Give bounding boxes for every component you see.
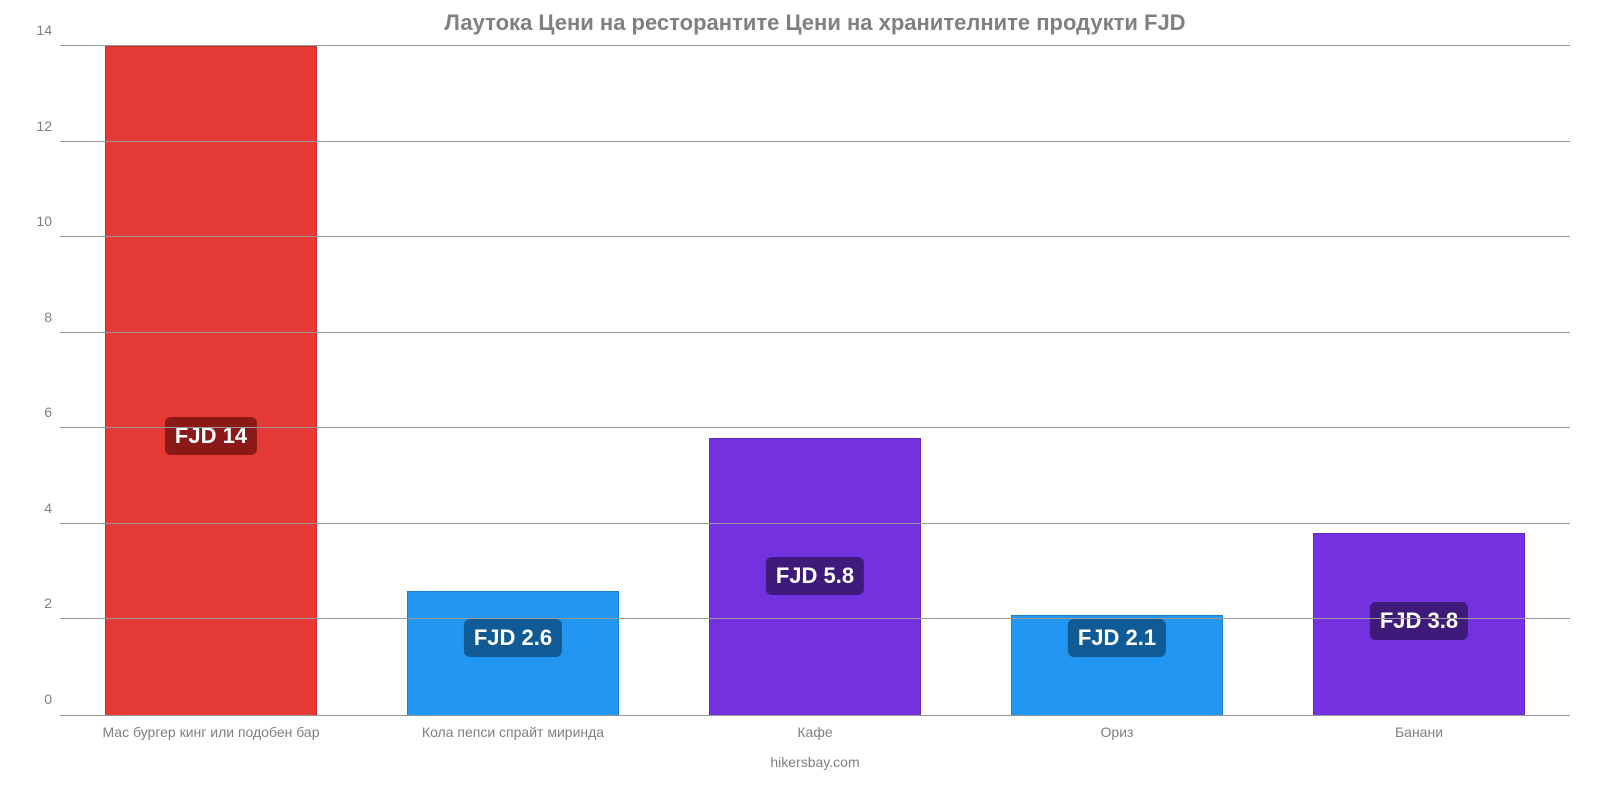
y-tick-label: 10 (36, 213, 52, 229)
y-tick-label: 2 (44, 595, 52, 611)
chart-title: Лаутока Цени на ресторантите Цени на хра… (60, 10, 1570, 36)
bar-slot: FJD 14 (60, 46, 362, 715)
gridline (60, 141, 1570, 142)
x-axis-labels: Мас бургер кинг или подобен барКола пепс… (60, 724, 1570, 740)
y-tick-label: 4 (44, 500, 52, 516)
y-tick-label: 8 (44, 309, 52, 325)
bar-value-label: FJD 5.8 (766, 557, 864, 595)
gridline (60, 523, 1570, 524)
bar-value-label: FJD 3.8 (1370, 602, 1468, 640)
x-tick-label: Банани (1268, 724, 1570, 740)
chart-footer: hikersbay.com (60, 754, 1570, 770)
plot-area: FJD 14FJD 2.6FJD 5.8FJD 2.1FJD 3.8 02468… (60, 46, 1570, 716)
y-tick-label: 6 (44, 404, 52, 420)
gridline (60, 45, 1570, 46)
x-tick-label: Ориз (966, 724, 1268, 740)
bars-row: FJD 14 FJD 2.6 FJD 5.8 FJD 2.1 FJD 3.8 (60, 46, 1570, 715)
x-tick-label: Мас бургер кинг или подобен бар (60, 724, 362, 740)
gridline (60, 332, 1570, 333)
y-tick-label: 0 (44, 691, 52, 707)
y-tick-label: 14 (36, 22, 52, 38)
y-tick-label: 12 (36, 118, 52, 134)
gridline (60, 427, 1570, 428)
bar-slot: FJD 2.1 (966, 46, 1268, 715)
x-tick-label: Кафе (664, 724, 966, 740)
bar-slot: FJD 2.6 (362, 46, 664, 715)
gridline (60, 236, 1570, 237)
x-tick-label: Кола пепси спрайт миринда (362, 724, 664, 740)
bar (105, 46, 316, 715)
bar-value-label: FJD 2.6 (464, 619, 562, 657)
bar-slot: FJD 5.8 (664, 46, 966, 715)
chart-container: Лаутока Цени на ресторантите Цени на хра… (0, 0, 1600, 800)
bar-value-label: FJD 14 (165, 417, 257, 455)
bar-value-label: FJD 2.1 (1068, 619, 1166, 657)
gridline (60, 618, 1570, 619)
bar-slot: FJD 3.8 (1268, 46, 1570, 715)
